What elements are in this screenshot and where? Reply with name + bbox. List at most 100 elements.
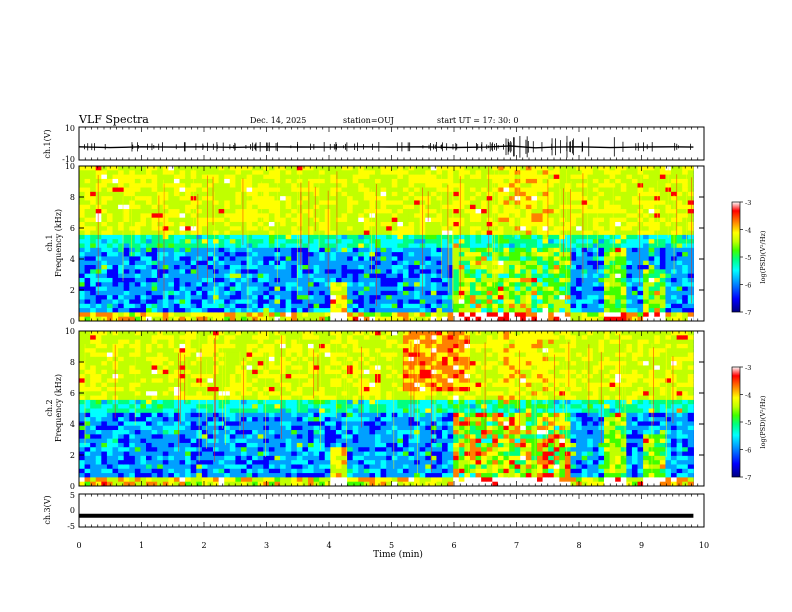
spectrogram-cell: [492, 282, 499, 287]
spectrogram-cell: [442, 243, 449, 249]
spectrogram-cell: [79, 183, 85, 188]
spectrogram-cell: [201, 269, 208, 275]
spectrogram-cell: [151, 196, 158, 201]
spectrogram-cell: [185, 331, 192, 336]
spectrogram-cell: [682, 260, 689, 266]
spectrogram-cell: [146, 335, 153, 341]
spectrogram-cell: [391, 277, 398, 283]
spectrogram-cell: [240, 234, 247, 240]
spectrogram-cell: [168, 183, 175, 188]
spectrogram-cell: [106, 295, 113, 300]
spectrogram-cell: [497, 170, 504, 176]
spectrogram-cell: [542, 213, 549, 219]
spectrogram-cell: [609, 265, 616, 270]
spectrogram-cell: [548, 178, 555, 184]
spectrogram-cell: [185, 391, 192, 396]
spectrogram-cell: [442, 209, 449, 214]
spectrogram-cell: [453, 221, 460, 227]
spectrogram-cell: [106, 277, 113, 283]
spectrogram-cell: [363, 209, 370, 214]
spectrogram-cell: [291, 316, 298, 322]
spectrogram-cell: [570, 308, 577, 313]
spectrogram-cell: [313, 312, 320, 318]
spectrogram-cell: [659, 221, 666, 227]
spectrogram-cell: [514, 191, 521, 197]
spectrogram-cell: [140, 247, 147, 253]
spectrogram-cell: [112, 226, 119, 231]
spectrogram-cell: [274, 299, 281, 305]
spectrogram-cell: [620, 273, 627, 279]
spectrogram-cell: [631, 239, 638, 244]
spectrogram-cell: [503, 273, 510, 279]
spectrogram-cell: [604, 217, 610, 223]
spectrogram-cell: [129, 277, 136, 283]
spectrogram-cell: [414, 295, 421, 300]
spectrogram-cell: [151, 265, 158, 270]
spectrogram-cell: [497, 191, 504, 197]
spectrogram-cell: [475, 196, 482, 201]
spectrogram-cell: [514, 239, 521, 244]
spectrogram-cell: [665, 316, 672, 322]
spectrogram-cell: [129, 451, 136, 457]
spectrogram-cell: [620, 290, 627, 296]
spectrogram-cell: [536, 243, 543, 249]
spectrogram-cell: [520, 239, 527, 244]
spectrogram-cell: [235, 166, 242, 171]
spectrogram-cell: [687, 209, 694, 214]
spectrogram-cell: [112, 421, 119, 427]
spectrogram-cell: [84, 343, 91, 349]
spectrogram-cell: [604, 191, 610, 197]
spectrogram-cell: [319, 204, 326, 210]
spectrogram-cell: [162, 226, 169, 231]
spectrogram-cell: [106, 374, 113, 379]
spectrogram-cell: [146, 481, 153, 487]
spectrogram-cell: [302, 239, 309, 244]
spectrogram-cell: [648, 217, 655, 223]
spectrogram-cell: [213, 170, 220, 176]
spectrogram-cell: [157, 265, 164, 270]
spectrogram-cell: [481, 187, 488, 193]
spectrogram-cell: [548, 282, 555, 287]
spectrogram-cell: [469, 234, 476, 240]
spectrogram-cell: [514, 196, 521, 201]
spectrogram-cell: [162, 460, 169, 465]
spectrogram-cell: [123, 447, 130, 452]
spectrogram-cell: [497, 308, 504, 313]
spectrogram-cell: [179, 451, 186, 457]
spectrogram-cell: [408, 183, 415, 188]
spectrogram-cell: [140, 183, 147, 188]
spectrogram-cell: [564, 217, 571, 223]
spectrogram-cell: [134, 365, 141, 371]
spectrogram-cell: [263, 286, 270, 292]
spectrogram-cell: [380, 226, 387, 231]
spectrogram-cell: [268, 230, 275, 236]
spectrogram-cell: [564, 252, 571, 257]
spectrogram-cell: [162, 299, 169, 305]
spectrogram-cell: [162, 386, 169, 392]
spectrogram-cell: [598, 234, 605, 240]
spectrogram-cell: [134, 217, 141, 223]
spectrogram-cell: [363, 260, 370, 266]
spectrogram-cell: [497, 273, 504, 279]
spectrogram-cell: [151, 170, 158, 176]
spectrogram-cell: [123, 399, 130, 405]
spectrogram-cell: [319, 247, 326, 253]
spectrogram-cell: [509, 226, 516, 231]
spectrogram-cell: [118, 247, 125, 253]
spectrogram-cell: [676, 273, 683, 279]
spectrogram-cell: [514, 252, 521, 257]
spectrogram-cell: [123, 374, 130, 379]
spectrogram-cell: [682, 209, 689, 214]
spectrogram-cell: [425, 303, 432, 309]
spectrogram-cell: [553, 213, 560, 219]
spectrogram-cell: [95, 265, 102, 270]
spectrogram-cell: [319, 166, 326, 171]
spectrogram-cell: [134, 335, 141, 341]
spectrogram-cell: [201, 316, 208, 322]
spectrogram-cell: [576, 209, 583, 214]
spectrogram-cell: [79, 382, 85, 388]
spectrogram-cell: [229, 247, 236, 253]
spectrogram-cell: [112, 221, 119, 227]
spectrogram-cell: [313, 234, 320, 240]
spectrogram-cell: [123, 331, 130, 336]
